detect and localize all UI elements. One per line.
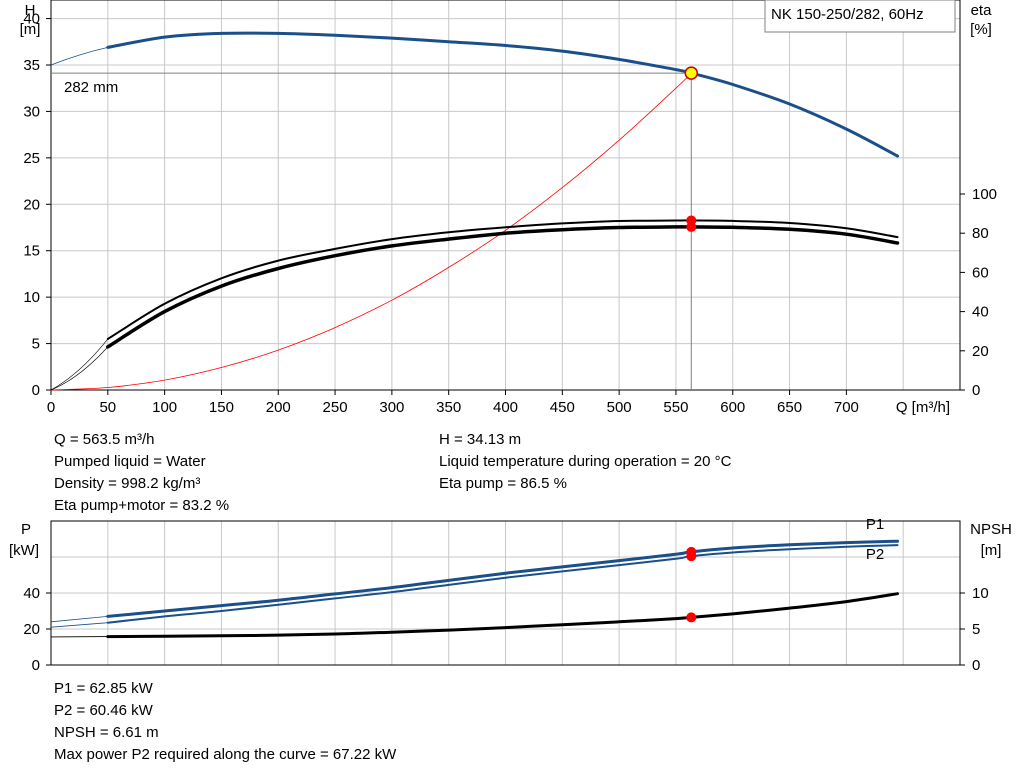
series-head <box>106 31 899 158</box>
y-axis-unit-right-bottom: [m] <box>981 542 1002 559</box>
result-max-power: Max power P2 required along the curve = … <box>54 746 397 763</box>
y-axis-label-left-bottom: P <box>21 521 31 538</box>
x-tick-label: 150 <box>209 399 234 416</box>
y-axis-label-right: eta <box>971 2 993 19</box>
series-head-extension <box>50 46 108 66</box>
y-tick-label-right: 60 <box>972 264 989 281</box>
result-p2: P2 = 60.46 kW <box>54 702 153 719</box>
series-label-p2: P2 <box>866 546 884 563</box>
results-bottom: P1 = 62.85 kW P2 = 60.46 kW NPSH = 6.61 … <box>54 678 396 766</box>
series-p1 <box>106 539 899 618</box>
y-tick-label-left: 35 <box>23 57 40 74</box>
duty-point-p2 <box>686 551 697 562</box>
y-tick-label-left-bottom: 0 <box>32 657 40 674</box>
y-tick-label-left-bottom: 20 <box>23 621 40 638</box>
x-tick-label: 650 <box>777 399 802 416</box>
result-density: Density = 998.2 kg/m³ <box>54 475 201 492</box>
result-head: H = 34.13 m <box>439 431 522 448</box>
x-tick-label: 600 <box>720 399 745 416</box>
y-tick-label-right-bottom: 5 <box>972 621 980 638</box>
y-tick-label-right: 80 <box>972 225 989 242</box>
y-axis-unit-left-bottom: [kW] <box>9 542 39 559</box>
y-tick-label-left: 30 <box>23 103 40 120</box>
series-p2-extension <box>50 622 108 628</box>
y-tick-label-left: 5 <box>32 336 40 353</box>
series-system-curve <box>50 72 692 391</box>
x-tick-label: 700 <box>834 399 859 416</box>
results-top-right: H = 34.13 m Liquid temperature during op… <box>439 429 731 495</box>
x-tick-label: 500 <box>607 399 632 416</box>
y-axis-unit-right: [%] <box>970 21 992 38</box>
result-eta-pump-motor: Eta pump+motor = 83.2 % <box>54 497 230 514</box>
chart-title: NK 150-250/282, 60Hz <box>771 6 924 23</box>
series-eta-pump <box>106 219 899 340</box>
duty-point-npsh <box>686 612 697 623</box>
result-flow: Q = 563.5 m³/h <box>54 431 155 448</box>
x-tick-label: 100 <box>152 399 177 416</box>
eta-pump-motor-point <box>686 221 697 232</box>
result-p1: P1 = 62.85 kW <box>54 680 153 697</box>
y-tick-label-left: 0 <box>32 382 40 399</box>
series-eta-pump-motor <box>106 225 900 349</box>
series-eta-extension <box>50 338 109 391</box>
x-tick-label: 250 <box>323 399 348 416</box>
series-eta-motor-extension <box>50 346 109 391</box>
x-tick-label: 300 <box>379 399 404 416</box>
result-liquid: Pumped liquid = Water <box>54 453 206 470</box>
y-tick-label-left: 25 <box>23 150 40 167</box>
y-tick-label-right-bottom: 10 <box>972 585 989 602</box>
duty-point-marker <box>684 66 699 80</box>
y-tick-label-left: 40 <box>23 11 40 28</box>
x-tick-label: 450 <box>550 399 575 416</box>
x-tick-label: 400 <box>493 399 518 416</box>
y-tick-label-right-bottom: 0 <box>972 657 980 674</box>
curve-label-diameter: 282 mm <box>64 79 118 96</box>
y-axis-label-left: H <box>25 2 36 19</box>
series-label-p1: P1 <box>866 516 884 533</box>
x-tick-label: 200 <box>266 399 291 416</box>
y-tick-label-right: 0 <box>972 382 980 399</box>
x-tick-label: 550 <box>663 399 688 416</box>
x-axis-label: Q [m³/h] <box>896 399 950 416</box>
grid-top <box>51 0 960 390</box>
series-p1-extension <box>50 616 108 623</box>
x-tick-label: 50 <box>99 399 116 416</box>
y-tick-label-right: 20 <box>972 343 989 360</box>
y-axis-unit-left: [m] <box>20 21 41 38</box>
y-tick-label-right: 40 <box>972 304 989 321</box>
series-p2 <box>106 544 899 624</box>
result-temperature: Liquid temperature during operation = 20… <box>439 453 732 470</box>
y-tick-label-left-bottom: 40 <box>23 585 40 602</box>
x-tick-label: 0 <box>47 399 55 416</box>
y-tick-label-left: 15 <box>23 243 40 260</box>
y-tick-label-right: 100 <box>972 186 997 203</box>
y-tick-label-left: 20 <box>23 196 40 213</box>
chart-title-box <box>764 0 956 33</box>
result-npsh: NPSH = 6.61 m <box>54 724 159 741</box>
series-npsh <box>106 592 899 639</box>
result-eta-pump: Eta pump = 86.5 % <box>439 475 567 492</box>
results-top-left: Q = 563.5 m³/h Pumped liquid = Water Den… <box>54 429 229 517</box>
y-axis-label-right-bottom: NPSH <box>970 521 1012 538</box>
x-tick-label: 350 <box>436 399 461 416</box>
y-tick-label-left: 10 <box>23 289 40 306</box>
